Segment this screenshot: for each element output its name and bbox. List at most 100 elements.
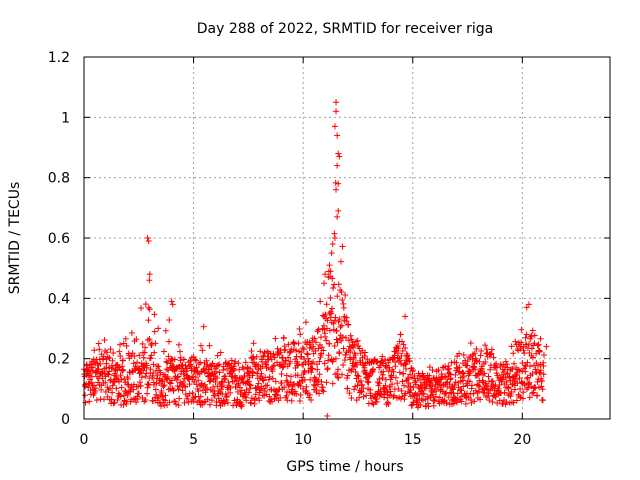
data-point [146,336,153,343]
data-point [200,323,207,330]
data-point [430,389,437,396]
data-point [358,388,365,395]
data-point [325,357,332,364]
data-point [321,326,328,333]
data-point [162,392,169,399]
data-point [322,333,329,340]
data-point [88,373,95,380]
data-point [152,340,159,347]
data-point [489,377,496,384]
data-point [468,382,475,389]
data-point [179,361,186,368]
data-point [216,361,223,368]
data-point [306,391,313,398]
data-point [476,358,483,365]
data-point [402,345,409,352]
data-point [399,378,406,385]
data-point [521,382,528,389]
data-point [538,377,545,384]
data-point [256,397,263,404]
data-point [122,335,129,342]
data-point [304,350,311,357]
data-point [120,401,127,408]
data-point [523,304,530,311]
data-point [159,377,166,384]
data-point [191,356,198,363]
data-point [183,395,190,402]
data-point [502,374,509,381]
data-point [204,396,211,403]
data-point [475,382,482,389]
data-point [390,368,397,375]
data-point [91,347,98,354]
data-point [443,399,450,406]
data-point [257,348,264,355]
data-point [148,352,155,359]
data-point [373,398,380,405]
data-point [214,374,221,381]
data-point [146,271,153,278]
data-point [262,374,269,381]
data-point [110,400,117,407]
data-point [229,366,236,373]
data-point [369,400,376,407]
data-point [283,392,290,399]
data-point [432,393,439,400]
data-point [186,390,193,397]
data-point [283,372,290,379]
data-point [334,339,341,346]
data-point [503,399,510,406]
data-point [460,352,467,359]
data-point [335,281,342,288]
data-point [161,382,168,389]
data-point [108,396,115,403]
data-point [328,310,335,317]
data-point [160,383,167,390]
data-point [331,230,338,237]
data-point [228,357,235,364]
data-point [297,382,304,389]
data-point [201,369,208,376]
data-point [362,374,369,381]
data-point [165,338,172,345]
data-point [252,391,259,398]
data-point [329,305,336,312]
data-point [297,331,304,338]
data-point [418,387,425,394]
x-tick-label: 15 [404,432,422,448]
data-point [335,180,342,187]
data-point [124,392,131,399]
data-point [316,371,323,378]
data-point [324,317,331,324]
data-point [334,213,341,220]
data-point [365,378,372,385]
data-point [276,350,283,357]
data-point [162,397,169,404]
data-point [93,397,100,404]
data-point [310,343,317,350]
data-point [230,363,237,370]
data-point [279,364,286,371]
data-point [334,132,341,139]
data-point [303,387,310,394]
data-point [139,340,146,347]
data-point [324,365,331,372]
data-point [142,344,149,351]
data-point [312,339,319,346]
data-point [332,179,339,186]
data-point [221,400,228,407]
data-point [133,399,140,406]
data-point [205,366,212,373]
data-point [339,371,346,378]
data-point [409,368,416,375]
data-point [245,378,252,385]
data-point [295,362,302,369]
data-point [208,397,215,404]
data-point [117,393,124,400]
data-point [335,366,342,373]
data-point [334,162,341,169]
data-point [150,361,157,368]
data-point [169,301,176,308]
data-point [235,380,242,387]
data-point [390,394,397,401]
